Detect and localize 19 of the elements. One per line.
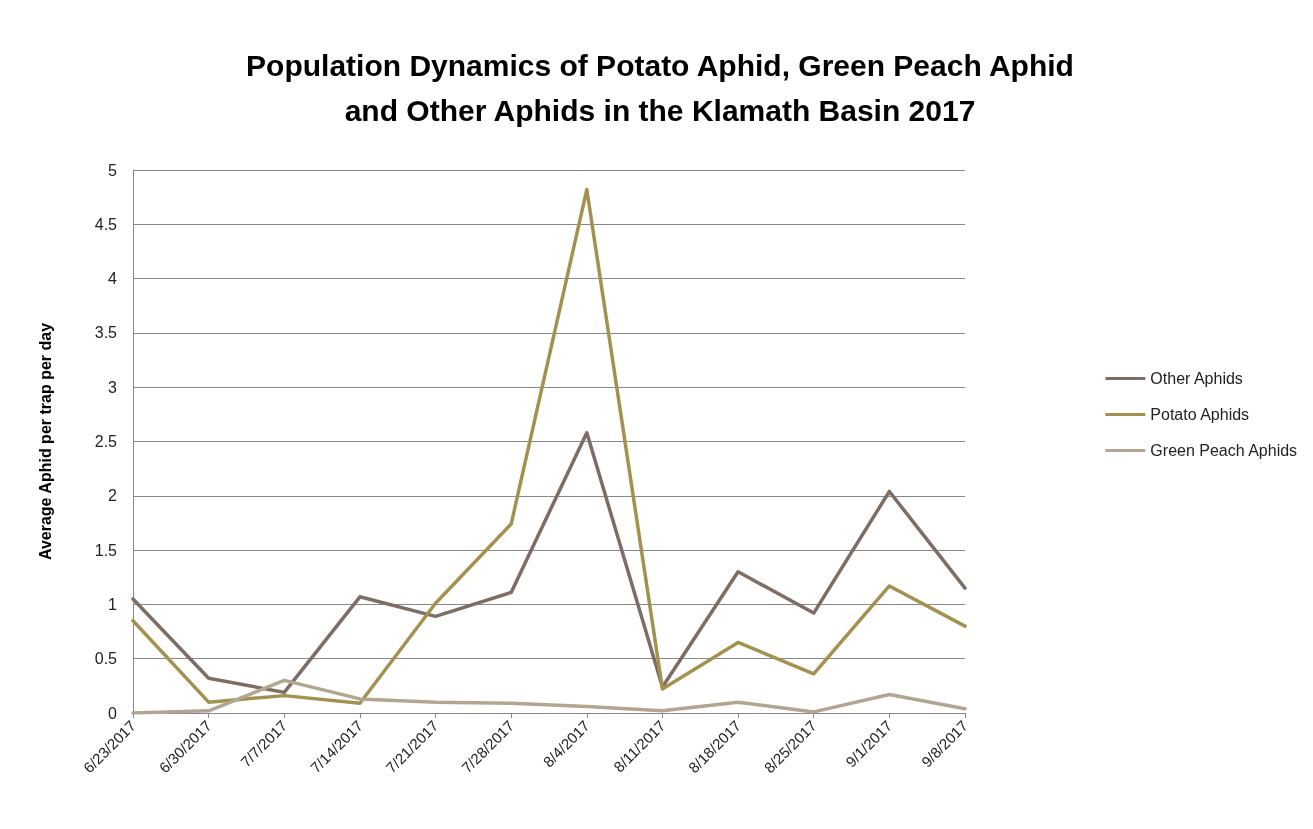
legend-label: Green Peach Aphids (1150, 442, 1298, 459)
line-series (131, 187, 967, 705)
legend-label: Other Aphids (1150, 370, 1243, 387)
y-tick-label: 0 (108, 704, 118, 722)
y-tick-label: 4.5 (94, 215, 118, 233)
line-series (131, 678, 967, 715)
y-tick-label: 2 (108, 487, 118, 505)
chart-title: Population Dynamics of Potato Aphid, Green Peach Aphid and Other Aphids in the Klamath Basin 2017 (246, 49, 1074, 127)
y-tick-label: 3 (108, 378, 118, 396)
y-tick-label: 3.5 (94, 324, 118, 342)
line-series (131, 431, 967, 695)
y-tick-label: 1.5 (94, 541, 118, 559)
y-tick-label: 5 (108, 161, 118, 179)
y-tick-label: 0.5 (94, 650, 118, 668)
y-tick-label: 4 (108, 270, 118, 288)
y-tick-label: 2.5 (94, 433, 118, 450)
legend-label: Potato Aphids (1150, 406, 1250, 423)
y-axis-title: Average Aphid per trap per day (36, 322, 54, 561)
y-tick-label: 1 (108, 595, 118, 613)
